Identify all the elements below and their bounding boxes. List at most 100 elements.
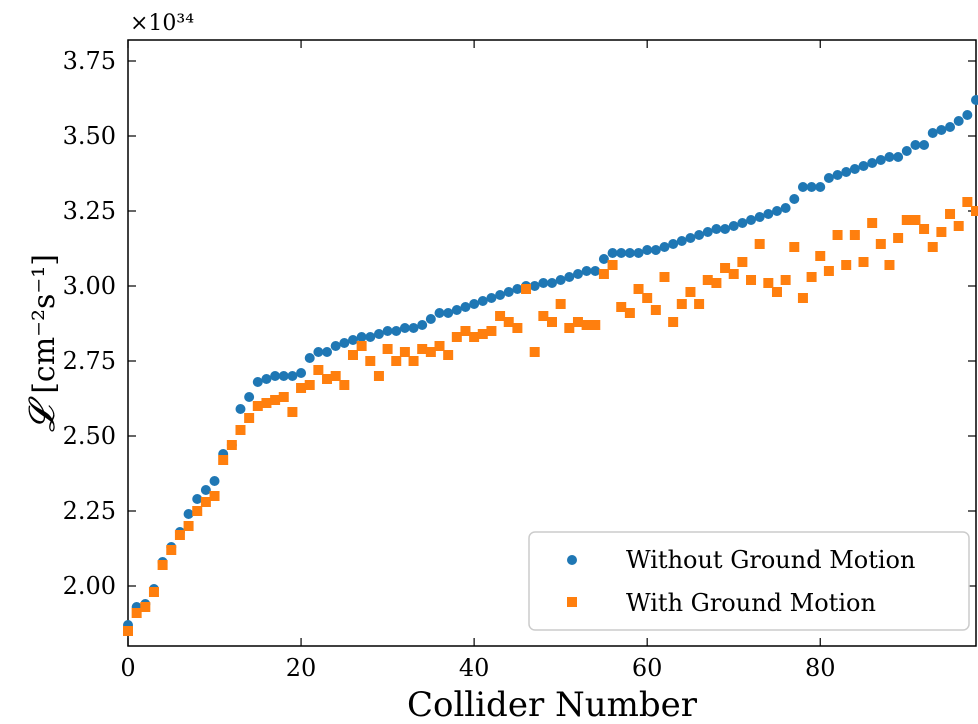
point-without-ground-motion [365,332,376,342]
point-with-ground-motion [633,284,644,294]
point-with-ground-motion [858,257,869,267]
point-without-ground-motion [572,269,583,279]
point-with-ground-motion [399,347,410,357]
point-without-ground-motion [564,272,575,282]
legend: Without Ground Motion With Ground Motion [528,531,970,631]
point-with-ground-motion [460,326,471,336]
point-with-ground-motion [694,299,705,309]
point-without-ground-motion [694,230,705,240]
point-with-ground-motion [347,350,358,360]
point-with-ground-motion [962,197,973,207]
point-without-ground-motion [685,233,696,243]
point-with-ground-motion [797,293,808,303]
point-without-ground-motion [382,326,393,336]
point-without-ground-motion [209,476,220,486]
point-without-ground-motion [373,329,384,339]
point-without-ground-motion [192,494,203,504]
point-without-ground-motion [806,182,817,192]
point-without-ground-motion [607,248,618,258]
point-without-ground-motion [728,221,739,231]
point-with-ground-motion [469,332,480,342]
point-with-ground-motion [157,560,168,570]
point-without-ground-motion [962,110,973,120]
point-with-ground-motion [598,269,609,279]
point-without-ground-motion [529,281,540,291]
point-with-ground-motion [754,239,765,249]
point-with-ground-motion [148,587,159,597]
point-without-ground-motion [616,248,627,258]
point-without-ground-motion [391,326,402,336]
point-without-ground-motion [849,164,860,174]
point-without-ground-motion [884,152,895,162]
point-without-ground-motion [650,245,661,255]
point-without-ground-motion [244,392,255,402]
point-without-ground-motion [971,95,978,105]
x-tick-label: 20 [286,654,317,682]
point-with-ground-motion [209,491,220,501]
legend-label-without: Without Ground Motion [626,546,915,574]
y-axis-symbol: 𝓛 [22,396,63,432]
point-with-ground-motion [927,242,938,252]
point-without-ground-motion [867,158,878,168]
y-tick-label: 2.50 [63,422,116,450]
point-with-ground-motion [728,269,739,279]
point-without-ground-motion [624,248,635,258]
point-with-ground-motion [235,425,246,435]
x-tick-label: 80 [805,654,836,682]
y-axis-unit: [cm⁻²s⁻¹] [27,254,62,394]
point-with-ground-motion [192,506,203,516]
point-with-ground-motion [642,293,653,303]
point-without-ground-motion [417,320,428,330]
point-with-ground-motion [806,272,817,282]
point-with-ground-motion [166,545,177,555]
point-without-ground-motion [356,332,367,342]
point-with-ground-motion [564,323,575,333]
point-without-ground-motion [702,227,713,237]
x-axis-label: Collider Number [407,685,698,724]
point-with-ground-motion [547,317,557,327]
point-with-ground-motion [425,347,436,357]
point-with-ground-motion [676,299,687,309]
point-without-ground-motion [659,242,670,252]
point-without-ground-motion [304,353,315,363]
point-without-ground-motion [789,194,800,204]
point-without-ground-motion [503,287,514,297]
point-without-ground-motion [893,152,904,162]
point-with-ground-motion [373,371,384,381]
point-with-ground-motion [953,221,964,231]
point-with-ground-motion [287,407,298,417]
y-tick-label: 3.50 [63,122,116,150]
point-with-ground-motion [841,260,852,270]
point-without-ground-motion [823,173,834,183]
point-with-ground-motion [443,350,454,360]
point-with-ground-motion [451,332,462,342]
point-with-ground-motion [616,302,627,312]
point-with-ground-motion [123,626,133,636]
point-with-ground-motion [339,380,350,390]
point-without-ground-motion [642,245,653,255]
point-without-ground-motion [737,218,748,228]
point-with-ground-motion [391,356,402,366]
point-with-ground-motion [823,266,834,276]
point-with-ground-motion [685,287,696,297]
legend-marker-without [567,555,577,565]
point-without-ground-motion [278,371,289,381]
point-without-ground-motion [270,371,281,381]
point-with-ground-motion [789,242,800,252]
point-without-ground-motion [590,266,601,276]
point-without-ground-motion [339,338,350,348]
legend-marker-with [567,597,577,607]
point-without-ground-motion [477,296,488,306]
point-without-ground-motion [469,299,480,309]
point-with-ground-motion [763,278,774,288]
point-with-ground-motion [936,227,947,237]
point-with-ground-motion [945,209,956,219]
point-without-ground-motion [296,368,307,378]
point-without-ground-motion [235,404,246,414]
point-with-ground-motion [746,275,757,285]
point-with-ground-motion [330,371,341,381]
svg-text:𝓛 [cm⁻²s⁻¹]: 𝓛 [cm⁻²s⁻¹] [22,254,63,432]
point-without-ground-motion [771,206,782,216]
point-without-ground-motion [183,509,194,519]
